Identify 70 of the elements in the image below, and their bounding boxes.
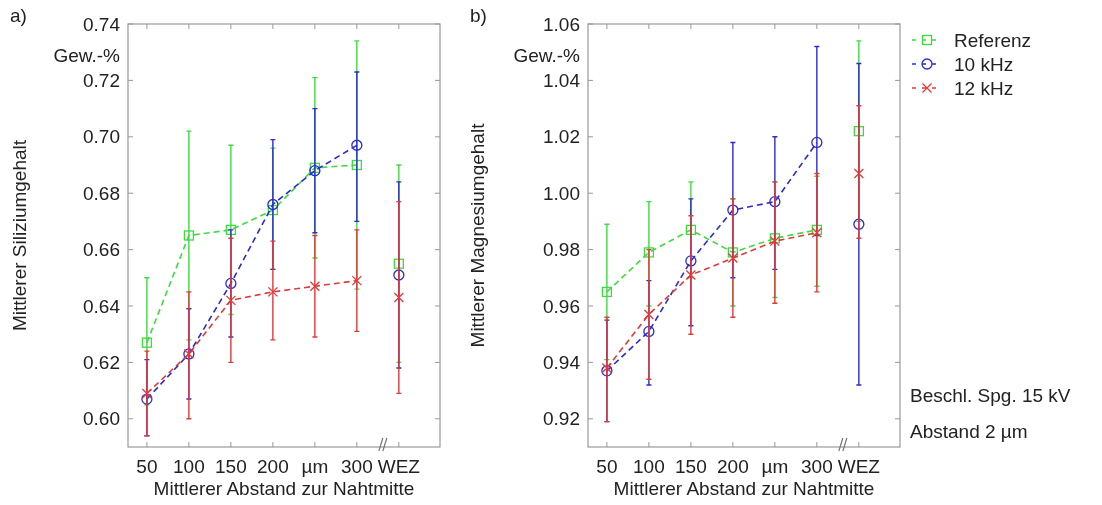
point [351,139,363,151]
point [225,224,237,236]
point [643,325,655,338]
x-tick-label: 150 [675,456,707,477]
point [643,309,655,320]
x-tick-label: 300 [801,456,833,477]
y-tick-label: 0.64 [83,295,121,317]
x-tick-label: 100 [633,456,665,477]
point [309,164,321,177]
y-tick-label: 0.66 [83,239,120,261]
legend-label: 12 kHz [954,77,1014,99]
point [351,275,363,286]
point [225,295,237,306]
text: Abstand 2 µm [910,421,1028,442]
x-tick-label: 200 [257,456,289,477]
x-tick-label: µm [761,456,789,477]
x-tick-label: 200 [717,456,749,477]
y-axis-title: Mittlerer Siliziumgehalt [9,139,30,332]
point [351,159,363,171]
text: Gew.-% [513,45,581,66]
legend-label: 10 kHz [954,53,1014,75]
point [685,269,697,281]
x-tick-label: WEZ [837,456,881,477]
text: Beschl. Spg. 15 kV [910,385,1071,406]
text: Gew.-% [53,45,121,66]
x-tick-label: µm [301,456,329,477]
point [685,255,697,267]
y-tick-label: 0.94 [543,352,581,374]
text: a) [10,5,27,26]
point [727,252,739,264]
x-tick-label: 100 [173,456,205,477]
point [267,204,279,216]
point [141,393,153,405]
point [643,247,655,258]
point [267,286,279,298]
x-tick-label: 300 [341,456,373,477]
legend-label: Referenz [954,29,1032,51]
y-tick-label: 0.98 [543,239,580,261]
point [769,196,781,208]
x-axis-title: Mittlerer Abstand zur Nahtmitte [613,478,875,499]
y-tick-label: 0.70 [83,126,120,148]
x-tick-label: 50 [596,456,618,477]
y-tick-label: 0.68 [83,182,120,204]
point [267,198,279,211]
y-tick-label: 0.62 [83,352,120,374]
y-tick-label: 0.92 [543,408,580,430]
point [601,286,613,298]
y-tick-label: 1.06 [543,13,580,35]
point [811,136,823,149]
y-tick-label: 0.96 [543,295,580,317]
x-axis-title: Mittlerer Abstand zur Nahtmitte [153,478,415,499]
text: b) [470,5,487,26]
y-tick-label: 0.60 [83,408,120,430]
y-axis-title: Mittlerer Magnesiumgehalt [467,122,488,348]
x-tick-label: 50 [136,456,158,477]
x-tick-label: 150 [215,456,247,477]
point [685,224,697,236]
y-tick-label: 1.04 [543,70,581,92]
point [727,204,739,216]
point [225,277,237,290]
point [141,337,153,348]
y-tick-label: 0.72 [83,70,120,92]
point [727,247,739,258]
y-tick-label: 0.74 [83,13,121,35]
point [183,230,195,241]
x-tick-label: WEZ [377,456,421,477]
point [309,281,321,292]
y-tick-label: 1.02 [543,126,580,148]
y-tick-label: 1.00 [543,182,580,204]
point [141,388,153,399]
